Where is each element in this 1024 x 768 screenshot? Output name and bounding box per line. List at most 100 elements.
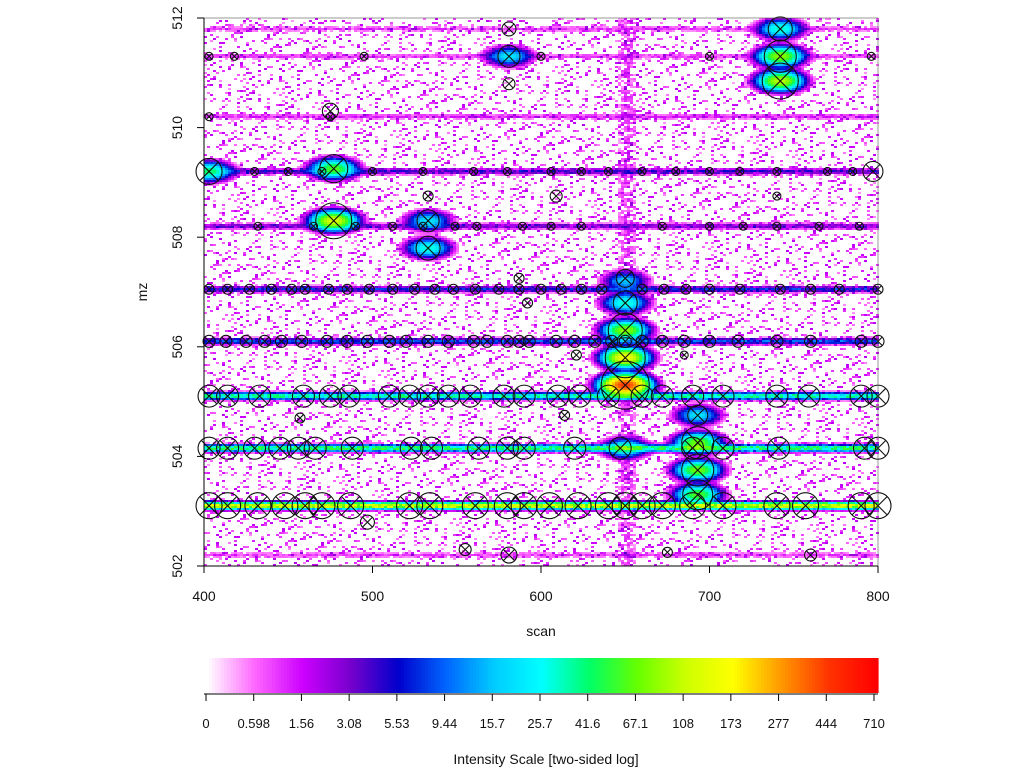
peak-cross	[343, 285, 352, 294]
heatmap-cell-group	[390, 64, 792, 342]
peak-cross	[551, 336, 561, 347]
colorbar-cell	[782, 658, 786, 693]
colorbar-cell	[485, 658, 489, 693]
colorbar-cell	[515, 658, 519, 693]
peak-circle	[517, 221, 528, 231]
peak-circle	[814, 221, 824, 231]
peak-cross	[246, 439, 263, 457]
colorbar-cell	[347, 658, 351, 693]
peak-circle	[772, 191, 782, 201]
peak-marker	[244, 492, 272, 520]
peak-marker	[575, 283, 587, 295]
peak-marker	[765, 384, 789, 408]
peak-marker	[469, 166, 479, 176]
y-tick-label: 506	[169, 335, 185, 359]
peak-circle	[418, 166, 428, 176]
peak-circle	[549, 334, 563, 348]
peak-marker	[195, 157, 223, 185]
heatmap-cell-group	[276, 366, 843, 510]
peak-circle	[555, 283, 567, 295]
peak-circle	[704, 221, 715, 231]
peak-circle	[396, 492, 424, 520]
x-axis-label: scan	[526, 623, 556, 639]
heatmap-cell-group	[261, 356, 819, 506]
colorbar-cell	[635, 658, 639, 693]
peak-marker	[661, 546, 673, 558]
colorbar-cell	[602, 658, 606, 693]
peak-marker	[549, 189, 563, 203]
heatmap-cell-group	[213, 248, 837, 446]
peak-marker	[512, 436, 536, 460]
colorbar-cell	[728, 658, 732, 693]
heatmap-cell-group	[384, 504, 810, 508]
colorbar-tick-label: 0.598	[237, 716, 270, 731]
peak-marker	[447, 283, 459, 295]
peak-cross	[470, 439, 487, 457]
heatmap-cell-group	[696, 468, 705, 474]
peak-circle	[469, 283, 481, 295]
peak-cross	[523, 298, 532, 307]
peak-marker	[202, 334, 216, 348]
colorbar-tick-label: 1.56	[289, 716, 314, 731]
peak-marker	[546, 166, 556, 176]
colorbar-cell	[716, 658, 720, 693]
peak-cross	[524, 336, 534, 347]
peak-marker	[450, 221, 460, 231]
peak-circle	[791, 492, 820, 520]
peak-marker	[415, 235, 441, 261]
peak-circle	[559, 409, 571, 421]
colorbar-cell	[335, 658, 339, 693]
peak-marker	[377, 384, 401, 408]
peak-circle	[655, 334, 669, 348]
peak-cross	[497, 495, 518, 516]
colorbar-cell	[446, 658, 450, 693]
colorbar-cell	[242, 658, 246, 693]
peak-cross	[365, 285, 374, 294]
peak-cross	[423, 336, 433, 347]
colorbar-cell	[806, 658, 810, 693]
peak-circle	[862, 160, 884, 182]
peak-circle	[250, 166, 260, 176]
colorbar-tick-label: 3.08	[336, 716, 361, 731]
colorbar-cell	[833, 658, 837, 693]
peak-cross	[290, 439, 307, 457]
colorbar-cell	[590, 658, 594, 693]
peak-cross	[681, 285, 690, 294]
peak-circle	[576, 221, 586, 231]
colorbar-cell	[749, 658, 753, 693]
peak-marker	[243, 436, 267, 460]
peak-cross	[205, 113, 213, 120]
peak-cross	[502, 336, 513, 347]
peak-circle	[325, 112, 335, 122]
peak-cross	[320, 207, 348, 235]
colorbar-cell	[212, 658, 216, 693]
peak-marker	[570, 349, 582, 361]
colorbar-cell	[662, 658, 666, 693]
peak-cross	[402, 439, 420, 457]
peak-circle	[416, 384, 440, 408]
peak-marker	[576, 166, 586, 176]
heatmap-cell-group	[621, 384, 636, 390]
peak-cross	[342, 336, 352, 347]
colorbar-cell	[707, 658, 711, 693]
peak-marker	[363, 283, 375, 295]
peak-circle	[535, 283, 547, 295]
peak-marker	[513, 283, 525, 295]
peak-circle	[204, 112, 214, 122]
colorbar-cell	[494, 658, 498, 693]
colorbar-cell	[611, 658, 615, 693]
peak-cross	[600, 387, 617, 405]
peak-marker	[382, 334, 396, 348]
colorbar-cell	[821, 658, 825, 693]
colorbar-cell	[713, 658, 717, 693]
peak-cross	[384, 336, 395, 347]
peak-marker	[323, 283, 335, 295]
peak-circle	[588, 334, 602, 348]
peak-cross	[685, 458, 710, 483]
colorbar-cell	[407, 658, 411, 693]
peak-marker	[418, 166, 428, 176]
peak-circle	[833, 283, 845, 295]
peak-circle	[219, 334, 233, 348]
peak-circle	[398, 384, 422, 408]
colorbar-cell	[260, 658, 264, 693]
